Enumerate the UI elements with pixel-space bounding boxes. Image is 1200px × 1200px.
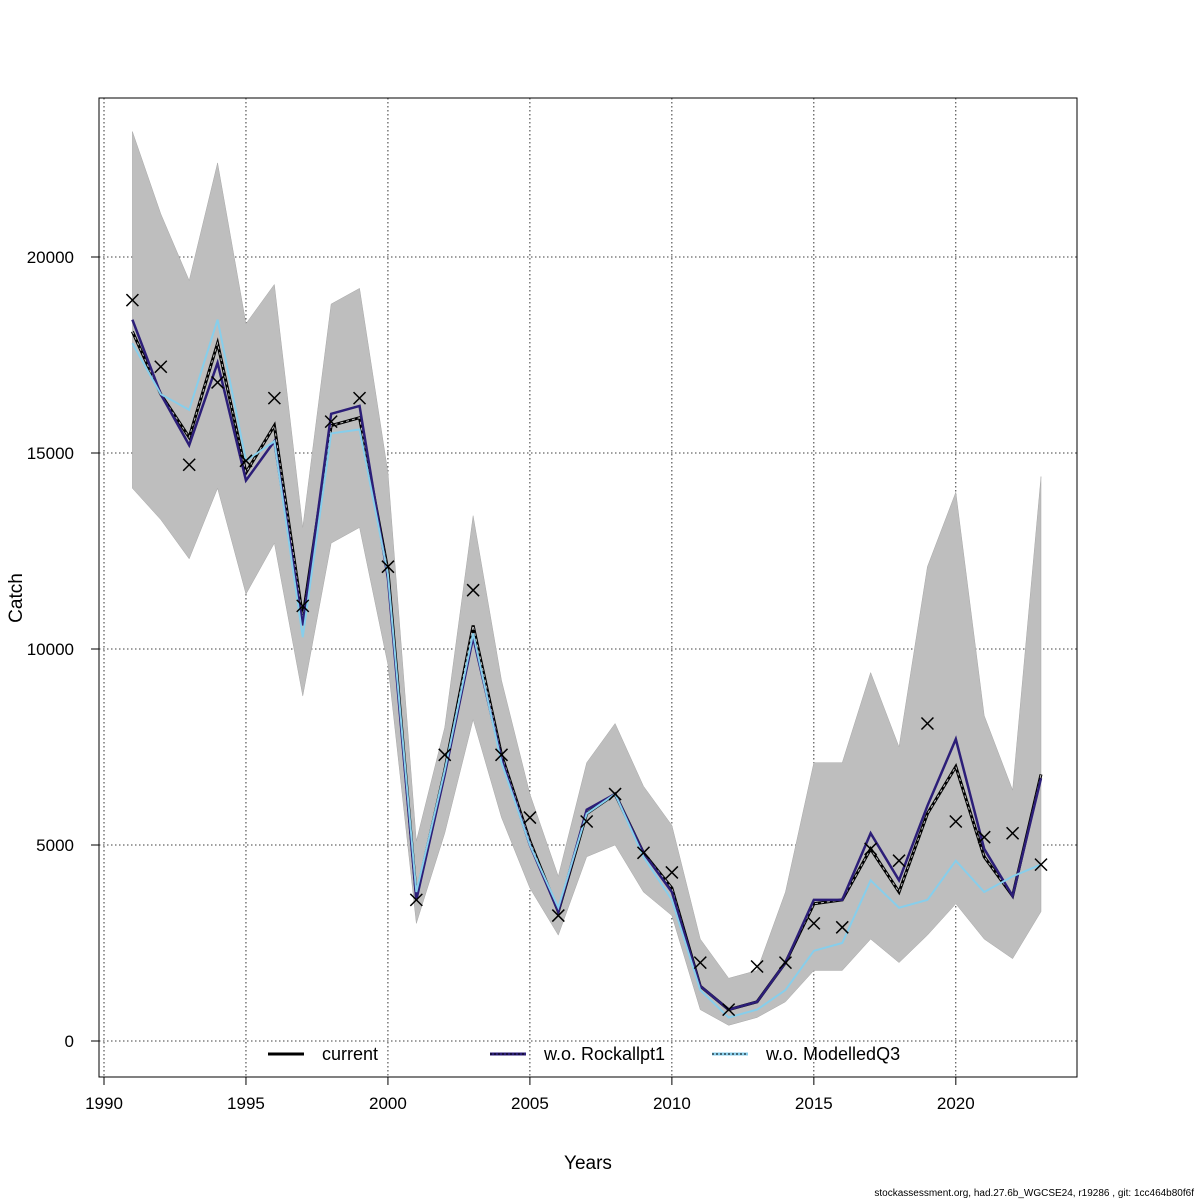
x-tick-label-2000: 2000 — [369, 1094, 407, 1113]
x-tick-label-1995: 1995 — [227, 1094, 265, 1113]
legend-item-wo-rockallpt1: w.o. Rockallpt1 — [490, 1044, 665, 1064]
observation-marker — [835, 920, 849, 934]
y-tick-label-20000: 20000 — [27, 248, 74, 267]
x-tick-label-2010: 2010 — [653, 1094, 691, 1113]
observation-marker — [1006, 826, 1020, 840]
legend-item-current: current — [268, 1044, 378, 1064]
observation-marker — [381, 560, 395, 574]
x-tick-label-2005: 2005 — [511, 1094, 549, 1113]
series-line-wo-modelledq3 — [131, 319, 1042, 1019]
observation-marker — [949, 814, 963, 829]
axes: 1990 1995 2000 2005 2010 2015 2020 0 5000 10000 15… — [27, 248, 975, 1113]
series-lines — [131, 319, 1043, 1019]
footer-note: stockassessment.org, had.27.6b_WGCSE24, … — [874, 1188, 1194, 1199]
confidence-band — [132, 131, 1042, 1026]
x-tick-label-2020: 2020 — [937, 1094, 975, 1113]
observation-marker — [977, 830, 991, 844]
legend-label: w.o. Rockallpt1 — [543, 1044, 665, 1064]
legend-label: w.o. ModelledQ3 — [765, 1044, 900, 1064]
observation-marker — [693, 956, 707, 970]
observation-marker — [807, 916, 821, 930]
x-tick-label-1990: 1990 — [85, 1094, 123, 1113]
observation-marker — [125, 293, 139, 307]
observation-marker — [239, 454, 253, 468]
y-tick-label-10000: 10000 — [27, 640, 74, 659]
y-tick-label-15000: 15000 — [27, 444, 74, 463]
legend-item-wo-modelledq3: w.o. ModelledQ3 — [712, 1044, 900, 1064]
observation-marker — [211, 375, 225, 389]
observation-marker — [722, 1003, 736, 1017]
observation-marker — [665, 865, 679, 879]
observation-marker — [920, 716, 934, 731]
observation-marker — [608, 787, 622, 801]
y-tick-label-5000: 5000 — [36, 836, 74, 855]
y-tick-label-0: 0 — [65, 1032, 74, 1051]
observation-marker — [466, 583, 480, 597]
observation-marker — [353, 391, 367, 405]
observation-marker — [324, 415, 338, 429]
observation-marker — [750, 959, 764, 974]
observation-marker — [636, 846, 651, 860]
observation-marker — [267, 391, 281, 405]
observation-marker — [409, 893, 423, 907]
confidence-band-area — [132, 131, 1042, 1026]
observation-marker — [864, 842, 878, 856]
observation-marker — [1034, 858, 1048, 872]
legend-label: current — [322, 1044, 378, 1064]
observation-marker — [523, 811, 537, 825]
observation-marker — [154, 360, 168, 374]
observation-marker — [182, 458, 196, 472]
observation-marker — [494, 748, 509, 762]
observation-markers — [125, 293, 1048, 1017]
observation-marker — [438, 748, 452, 762]
observation-marker — [892, 854, 906, 868]
observation-marker — [296, 599, 310, 613]
x-tick-label-2015: 2015 — [795, 1094, 833, 1113]
legend: current w.o. Rockallpt1 w.o. ModelledQ3 — [268, 1044, 900, 1064]
series-line-current-dash — [131, 331, 1042, 1011]
observation-marker — [778, 956, 792, 970]
observation-marker — [580, 814, 594, 829]
observation-marker — [551, 909, 565, 923]
y-axis-title: Catch — [6, 573, 27, 623]
x-axis-title: Years — [564, 1153, 612, 1174]
